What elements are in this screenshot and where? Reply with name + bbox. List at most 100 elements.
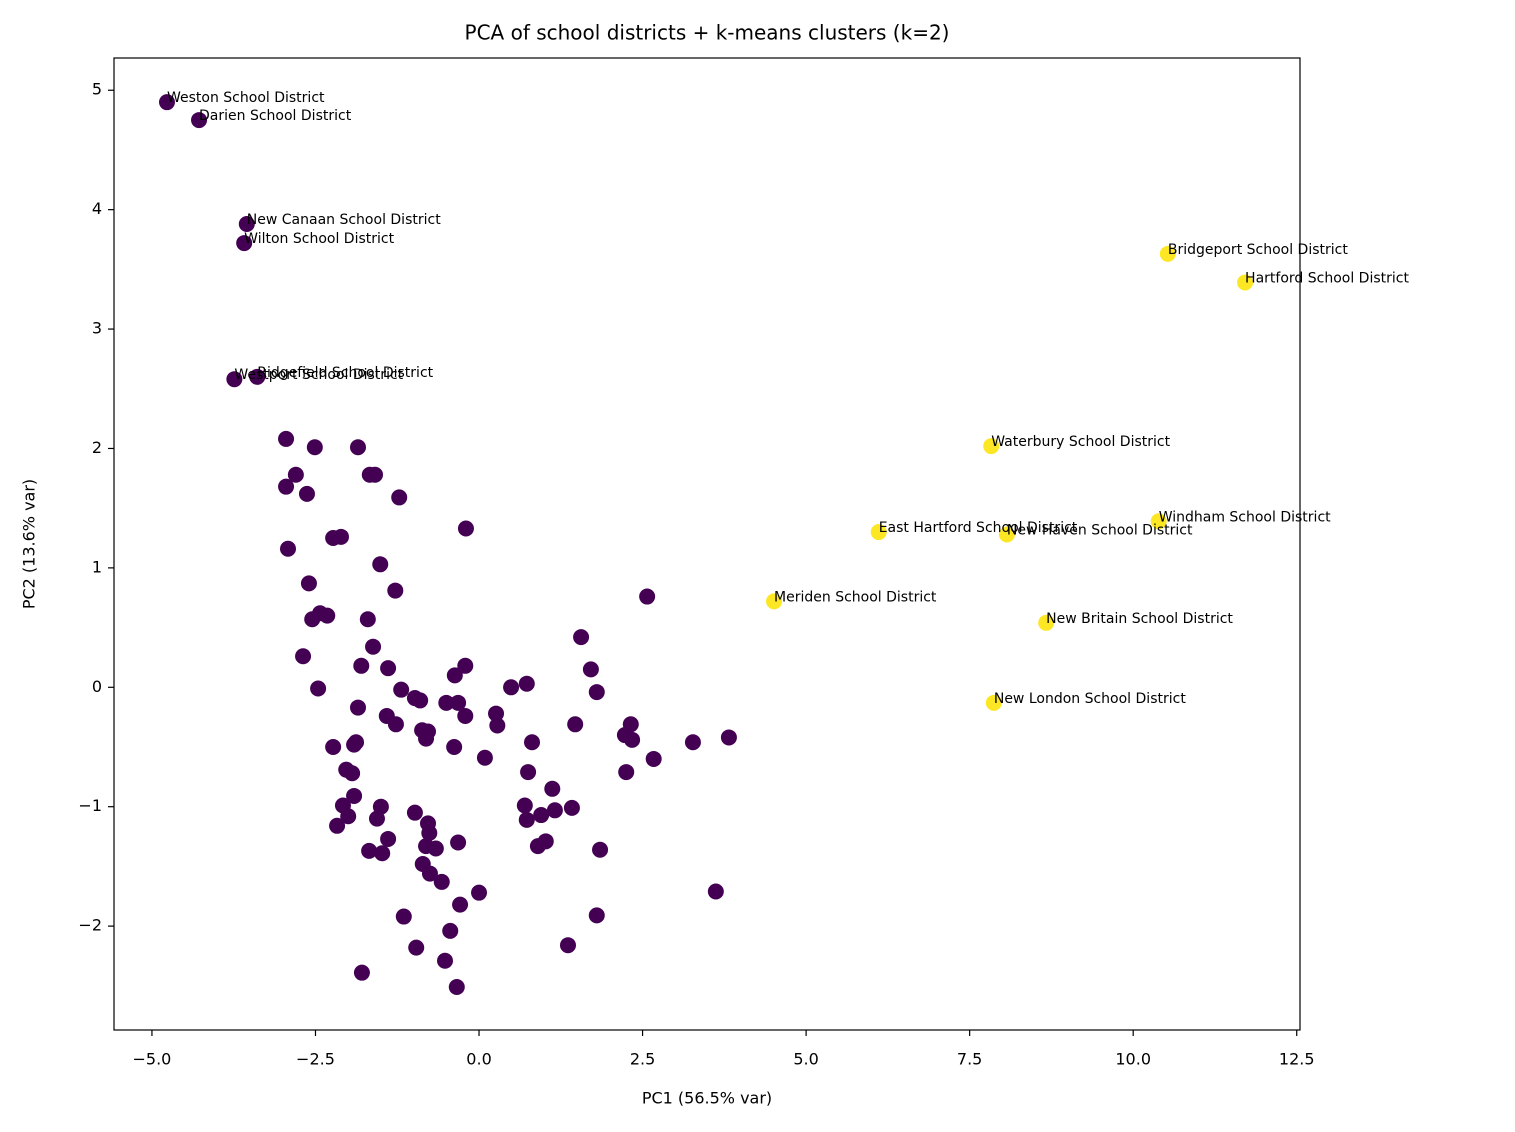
point	[393, 681, 410, 698]
point	[287, 466, 304, 483]
point	[344, 765, 361, 782]
point	[639, 588, 656, 605]
point-annotation: Wilton School District	[244, 231, 394, 247]
point-annotation: Meriden School District	[774, 589, 937, 605]
point	[300, 575, 317, 592]
point	[618, 764, 635, 781]
point	[238, 215, 255, 232]
point	[353, 964, 370, 981]
point	[346, 787, 363, 804]
point	[418, 730, 435, 747]
y-tick-label: 3	[92, 319, 102, 338]
point	[592, 841, 609, 858]
point	[280, 540, 297, 557]
point	[870, 524, 887, 541]
point	[359, 611, 376, 628]
point	[421, 824, 438, 841]
point	[236, 235, 253, 252]
point	[446, 738, 463, 755]
point	[368, 810, 385, 827]
point	[529, 838, 546, 855]
point	[412, 692, 429, 709]
point	[588, 907, 605, 924]
point	[452, 896, 469, 913]
point	[624, 731, 641, 748]
point	[365, 638, 382, 655]
point-annotation: New Haven School District	[1007, 522, 1193, 538]
point	[720, 729, 737, 746]
point	[433, 873, 450, 890]
chart-title: PCA of school districts + k-means cluste…	[465, 21, 950, 45]
point-annotation: Darien School District	[199, 108, 352, 124]
point	[387, 582, 404, 599]
point	[518, 675, 535, 692]
point	[306, 439, 323, 456]
point-annotation: East Hartford School District	[879, 520, 1078, 536]
point	[1237, 274, 1254, 291]
point	[448, 979, 465, 996]
y-tick-label: 5	[92, 80, 102, 99]
point	[457, 520, 474, 537]
point	[395, 908, 412, 925]
point	[304, 611, 321, 628]
y-tick-label: −2	[78, 916, 102, 935]
point	[278, 478, 295, 495]
point	[998, 526, 1015, 543]
point	[310, 680, 327, 697]
point	[361, 842, 378, 859]
point	[766, 593, 783, 610]
point	[350, 699, 367, 716]
point	[380, 660, 397, 677]
y-tick-label: 2	[92, 438, 102, 457]
point	[442, 922, 459, 939]
point	[1038, 614, 1055, 631]
point	[684, 734, 701, 751]
point	[350, 439, 367, 456]
point	[421, 865, 438, 882]
point	[158, 94, 175, 111]
x-tick-label: 10.0	[1115, 1050, 1151, 1069]
point	[985, 694, 1002, 711]
point-annotation: Waterbury School District	[991, 434, 1170, 450]
point	[374, 845, 391, 862]
point	[325, 530, 342, 547]
y-axis-label: PC2 (13.6% var)	[20, 479, 39, 609]
point-annotation: New Britain School District	[1046, 611, 1233, 627]
point	[582, 661, 599, 678]
point	[380, 830, 397, 847]
point-annotation: New Canaan School District	[247, 212, 441, 228]
point	[471, 884, 488, 901]
point	[367, 466, 384, 483]
point	[533, 807, 550, 824]
point	[406, 804, 423, 821]
point	[488, 705, 505, 722]
point	[559, 937, 576, 954]
point	[518, 811, 535, 828]
x-tick-label: 5.0	[793, 1050, 818, 1069]
point	[427, 840, 444, 857]
point	[503, 679, 520, 696]
point	[450, 694, 467, 711]
point	[325, 738, 342, 755]
x-tick-label: 0.0	[466, 1050, 491, 1069]
point	[524, 734, 541, 751]
point	[544, 780, 561, 797]
point	[457, 657, 474, 674]
point	[446, 667, 463, 684]
point	[567, 716, 584, 733]
y-tick-label: −1	[78, 796, 102, 815]
point	[329, 817, 346, 834]
point	[573, 629, 590, 646]
point-annotation: Westport School District	[234, 367, 403, 383]
point	[346, 736, 363, 753]
point	[226, 371, 243, 388]
x-tick-label: 12.5	[1279, 1050, 1315, 1069]
point	[249, 368, 266, 385]
point	[372, 556, 389, 573]
point	[588, 684, 605, 701]
point	[340, 808, 357, 825]
point	[278, 430, 295, 447]
point	[457, 707, 474, 724]
point	[353, 657, 370, 674]
